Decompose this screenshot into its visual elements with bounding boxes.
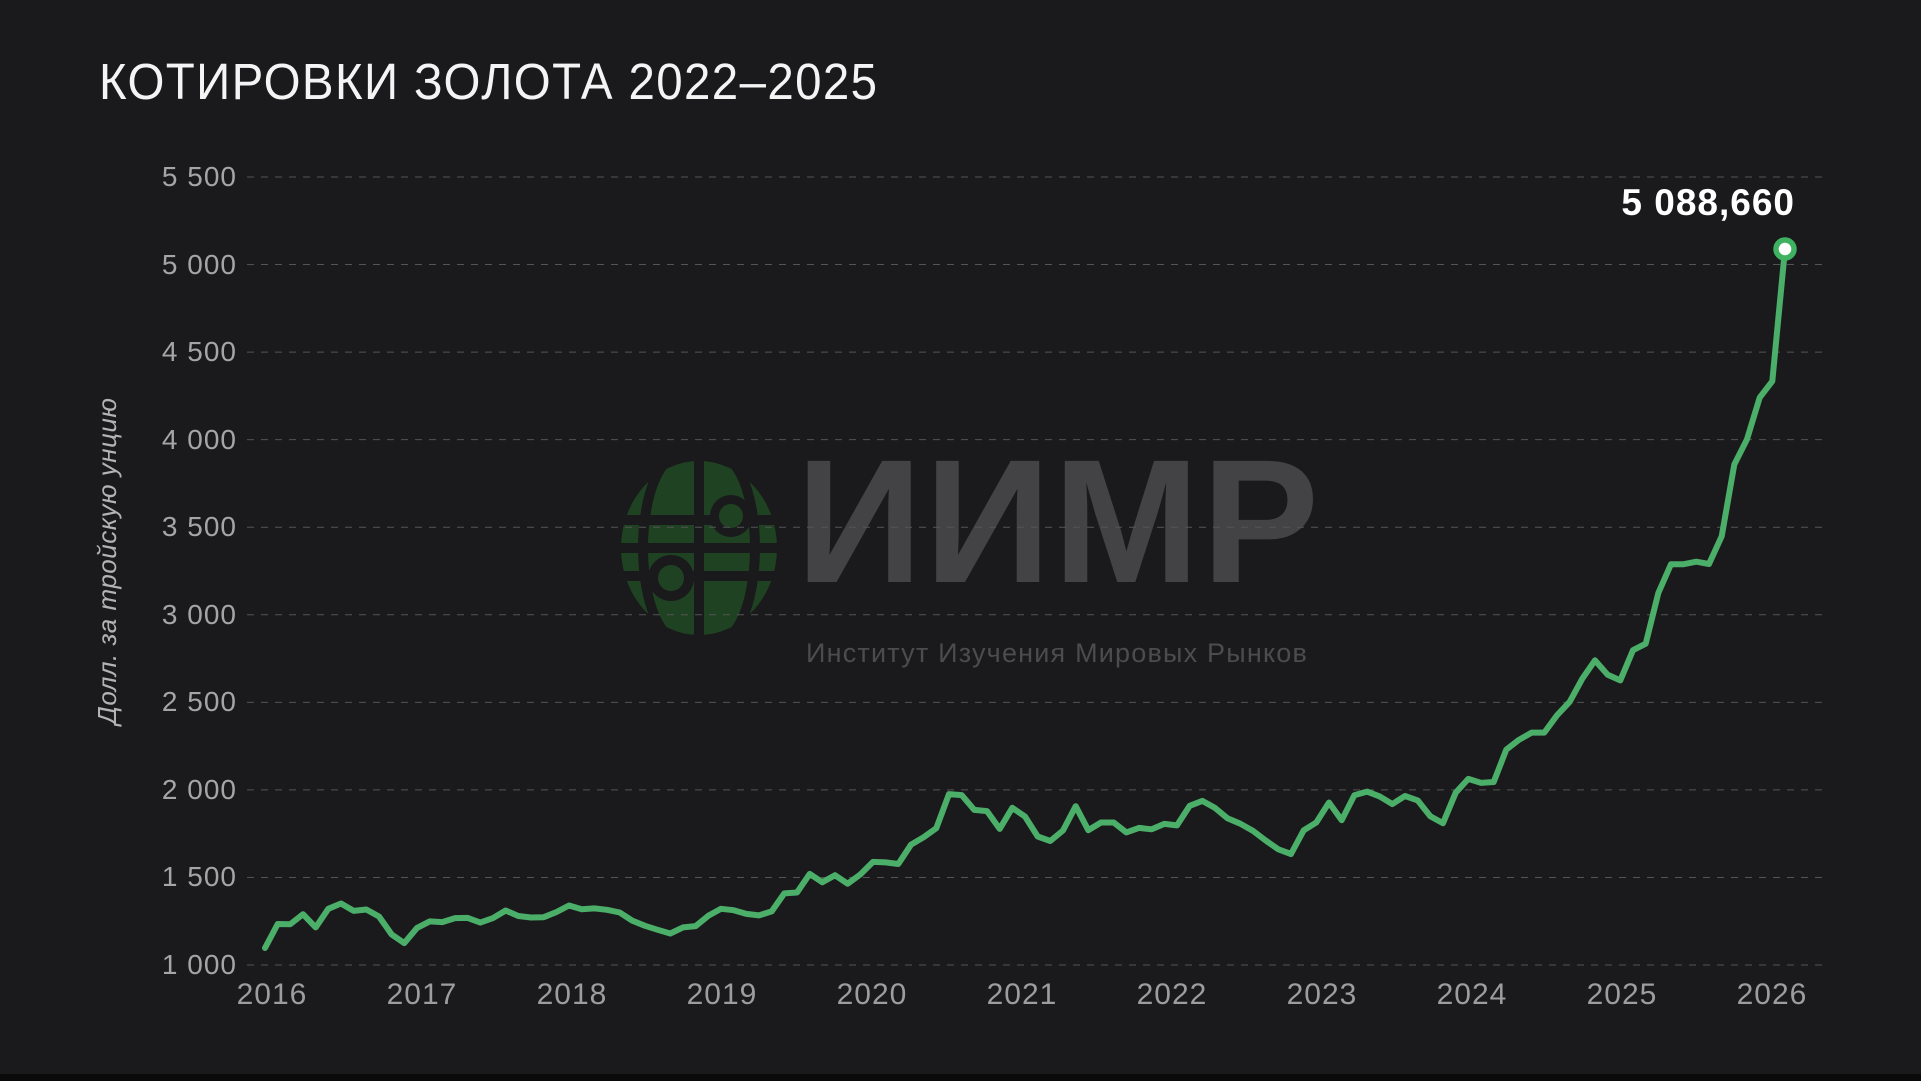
price-line [262,246,1788,951]
y-tick-5500: 5 500 [161,161,237,192]
gridlines [247,176,1828,966]
y-tick-4500: 4 500 [161,336,237,368]
y-tick-2000: 2 000 [161,773,237,805]
x-tick-2022: 2022 [1136,978,1208,1011]
x-tick-2020: 2020 [836,978,908,1011]
x-tick-2025: 2025 [1586,978,1658,1011]
x-tick-2024: 2024 [1436,978,1508,1011]
y-tick-3000: 3 000 [161,598,237,630]
y-tick-4000: 4 000 [161,423,237,455]
y-tick-3500: 3 500 [161,511,237,543]
y-tick-1500: 1 500 [161,861,237,893]
bottom-bar [0,1074,1921,1081]
x-tick-2018: 2018 [536,978,608,1011]
y-tick-5000: 5 000 [161,248,237,280]
last-value-label: 5 088,660 [1621,182,1795,223]
chart-title: Котировки золота 2022–2025 [99,53,879,110]
x-tick-2023: 2023 [1286,978,1358,1011]
x-tick-2021: 2021 [986,978,1058,1011]
x-tick-2016: 2016 [236,978,308,1011]
x-tick-2026: 2026 [1736,978,1808,1011]
y-tick-2500: 2 500 [161,686,237,718]
y-tick-1000: 1 000 [161,949,237,980]
last-point-marker [1773,237,1797,261]
x-tick-2019: 2019 [686,978,758,1011]
x-tick-2017: 2017 [386,978,458,1011]
